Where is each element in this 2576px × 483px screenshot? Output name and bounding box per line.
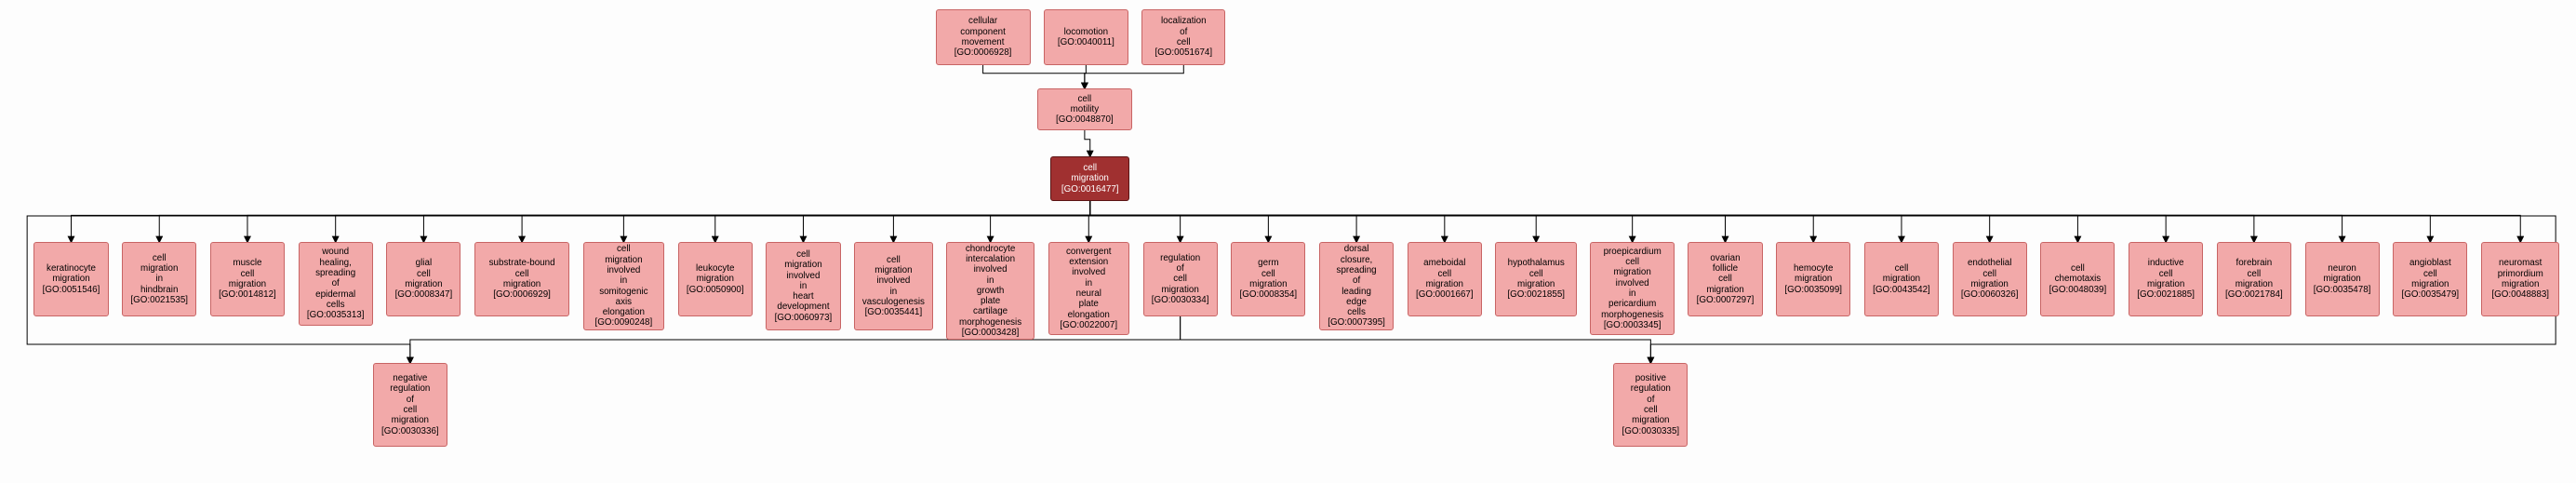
diagram-canvas: cellular component movement [GO:0006928]…: [0, 0, 2576, 483]
node-neuron_mig: neuron migration [GO:0035478]: [2305, 242, 2380, 316]
node-label: chondrocyte intercalation involved in gr…: [950, 244, 1031, 339]
node-label: glial cell migration [GO:0008347]: [390, 258, 457, 300]
node-capillary: cell migration [GO:0043542]: [1864, 242, 1939, 316]
node-heart_dev: cell migration involved in heart develop…: [766, 242, 840, 330]
node-wound: wound healing, spreading of epidermal ce…: [299, 242, 373, 326]
node-label: cellular component movement [GO:0006928]: [940, 16, 1027, 58]
node-label: angioblast cell migration [GO:0035479]: [2396, 258, 2463, 300]
node-label: substrate-bound cell migration [GO:00069…: [478, 258, 566, 300]
node-label: localization of cell [GO:0051674]: [1145, 16, 1221, 58]
node-label: forebrain cell migration [GO:0021784]: [2221, 258, 2288, 300]
node-label: cell chemotaxis [GO:0048039]: [2044, 263, 2111, 295]
node-label: positive regulation of cell migration [G…: [1617, 373, 1684, 436]
node-neuromast: neuromast primordium migration [GO:00488…: [2481, 242, 2560, 316]
node-label: neuromast primordium migration [GO:00488…: [2485, 258, 2556, 300]
node-label: leukocyte migration [GO:0050900]: [682, 263, 749, 295]
node-endothelial: endothelial cell migration [GO:0060326]: [1953, 242, 2027, 316]
node-dorsal: dorsal closure, spreading of leading edg…: [1319, 242, 1394, 330]
node-hypothalamus: hypothalamus cell migration [GO:0021855]: [1495, 242, 1576, 316]
node-vasculo: cell migration involved in vasculogenesi…: [854, 242, 933, 330]
node-germ: germ cell migration [GO:0008354]: [1231, 242, 1305, 316]
node-label: germ cell migration [GO:0008354]: [1235, 258, 1301, 300]
node-muscle: muscle cell migration [GO:0014812]: [210, 242, 285, 316]
node-label: cell motility [GO:0048870]: [1041, 94, 1128, 126]
node-motility: cell motility [GO:0048870]: [1037, 88, 1132, 130]
node-label: cell migration involved in somitogenic a…: [587, 244, 661, 328]
node-locomotion: locomotion [GO:0040011]: [1044, 9, 1128, 65]
node-cell_comp_move: cellular component movement [GO:0006928]: [936, 9, 1031, 65]
node-regulation: regulation of cell migration [GO:0030334…: [1143, 242, 1218, 316]
node-angioblast: angioblast cell migration [GO:0035479]: [2393, 242, 2467, 316]
node-label: cell migration [GO:0016477]: [1054, 163, 1126, 195]
node-label: negative regulation of cell migration [G…: [377, 373, 444, 436]
node-label: cell migration in hindbrain [GO:0021535]: [126, 253, 193, 305]
node-ovarian: ovarian follicle cell migration [GO:0007…: [1688, 242, 1762, 316]
node-label: hypothalamus cell migration [GO:0021855]: [1499, 258, 1572, 300]
node-somitogenic: cell migration involved in somitogenic a…: [583, 242, 664, 330]
node-label: convergent extension involved in neural …: [1052, 247, 1126, 330]
node-substrate: substrate-bound cell migration [GO:00069…: [474, 242, 569, 316]
node-localization: localization of cell [GO:0051674]: [1141, 9, 1225, 65]
node-label: ameboidal cell migration [GO:0001667]: [1411, 258, 1478, 300]
node-label: cell migration involved in heart develop…: [769, 249, 836, 323]
node-chemotaxis: cell chemotaxis [GO:0048039]: [2040, 242, 2115, 316]
node-label: ovarian follicle cell migration [GO:0007…: [1691, 253, 1758, 305]
node-label: inductive cell migration [GO:0021885]: [2132, 258, 2199, 300]
node-hindbrain: cell migration in hindbrain [GO:0021535]: [122, 242, 196, 316]
node-migration: cell migration [GO:0016477]: [1050, 156, 1129, 201]
node-label: cell migration involved in vasculogenesi…: [858, 255, 929, 318]
node-leukocyte: leukocyte migration [GO:0050900]: [678, 242, 753, 316]
node-label: cell migration [GO:0043542]: [1868, 263, 1935, 295]
node-ameboidal: ameboidal cell migration [GO:0001667]: [1408, 242, 1482, 316]
node-label: muscle cell migration [GO:0014812]: [214, 258, 281, 300]
node-label: regulation of cell migration [GO:0030334…: [1147, 253, 1214, 305]
node-forebrain: forebrain cell migration [GO:0021784]: [2217, 242, 2291, 316]
node-proepicardium: proepicardium cell migration involved in…: [1590, 242, 1674, 335]
node-label: dorsal closure, spreading of leading edg…: [1323, 244, 1390, 328]
node-label: endothelial cell migration [GO:0060326]: [1956, 258, 2023, 300]
node-inductive: inductive cell migration [GO:0021885]: [2129, 242, 2203, 316]
node-chondrocyte: chondrocyte intercalation involved in gr…: [946, 242, 1034, 340]
node-label: proepicardium cell migration involved in…: [1594, 247, 1670, 330]
node-neg_reg: negative regulation of cell migration [G…: [373, 363, 447, 447]
node-keratinocyte: keratinocyte migration [GO:0051546]: [33, 242, 108, 316]
node-label: locomotion [GO:0040011]: [1048, 27, 1124, 48]
node-label: hemocyte migration [GO:0035099]: [1780, 263, 1847, 295]
node-label: wound healing, spreading of epidermal ce…: [302, 247, 369, 320]
node-glial: glial cell migration [GO:0008347]: [386, 242, 460, 316]
node-convergent: convergent extension involved in neural …: [1048, 242, 1129, 335]
node-pos_reg: positive regulation of cell migration [G…: [1613, 363, 1688, 447]
node-label: keratinocyte migration [GO:0051546]: [37, 263, 104, 295]
node-label: neuron migration [GO:0035478]: [2309, 263, 2376, 295]
node-hemocyte: hemocyte migration [GO:0035099]: [1776, 242, 1850, 316]
